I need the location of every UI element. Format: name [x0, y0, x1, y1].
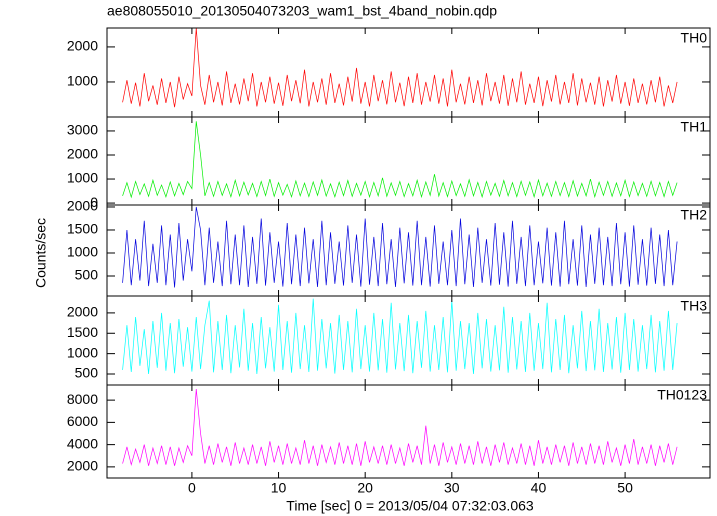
y-tick-label: 500: [75, 365, 99, 381]
panel-frame: [106, 384, 711, 479]
light-curve: [122, 28, 678, 108]
x-tick-label: 40: [531, 480, 547, 496]
y-tick-label: 0: [90, 194, 98, 210]
y-tick-label: 8000: [67, 391, 98, 407]
y-tick-label: 2000: [67, 198, 98, 214]
x-tick-label: 10: [271, 480, 287, 496]
light-curve: [122, 388, 678, 467]
y-tick-label: 2000: [67, 458, 98, 474]
y-tick-label: 6000: [67, 413, 98, 429]
y-tick-label: 1000: [67, 344, 98, 360]
panel-label: TH2: [681, 207, 708, 223]
y-tick-label: 500: [75, 267, 99, 283]
y-tick-label: 1000: [67, 244, 98, 260]
y-tick-label: 1500: [67, 221, 98, 237]
y-tick-label: 1500: [67, 324, 98, 340]
panel-frame: [106, 204, 711, 297]
light-curve: [122, 121, 678, 199]
panel-label: TH3: [681, 298, 708, 314]
panel-label: TH0123: [657, 387, 707, 403]
y-axis-label: Counts/sec: [33, 218, 49, 288]
x-tick-label: 50: [617, 480, 633, 496]
x-tick-label: 30: [444, 480, 460, 496]
x-tick-label: 0: [188, 480, 196, 496]
light-curve: [122, 298, 678, 375]
x-tick-label: 20: [357, 480, 373, 496]
panel-label: TH0: [681, 30, 708, 46]
panel-frame: [106, 295, 711, 386]
y-tick-label: 2000: [67, 304, 98, 320]
light-curve: [122, 206, 678, 288]
y-tick-label: 2000: [67, 146, 98, 162]
panel-label: TH1: [681, 119, 708, 135]
y-tick-label: 1000: [67, 170, 98, 186]
y-tick-label: 1000: [67, 73, 98, 89]
chart-title: ae808055010_20130504073203_wam1_bst_4ban…: [107, 3, 497, 19]
y-tick-label: 4000: [67, 435, 98, 451]
y-tick-label: 3000: [67, 122, 98, 138]
y-tick-label: 2000: [67, 38, 98, 54]
x-axis-label: Time [sec] 0 = 2013/05/04 07:32:03.063: [286, 498, 534, 514]
